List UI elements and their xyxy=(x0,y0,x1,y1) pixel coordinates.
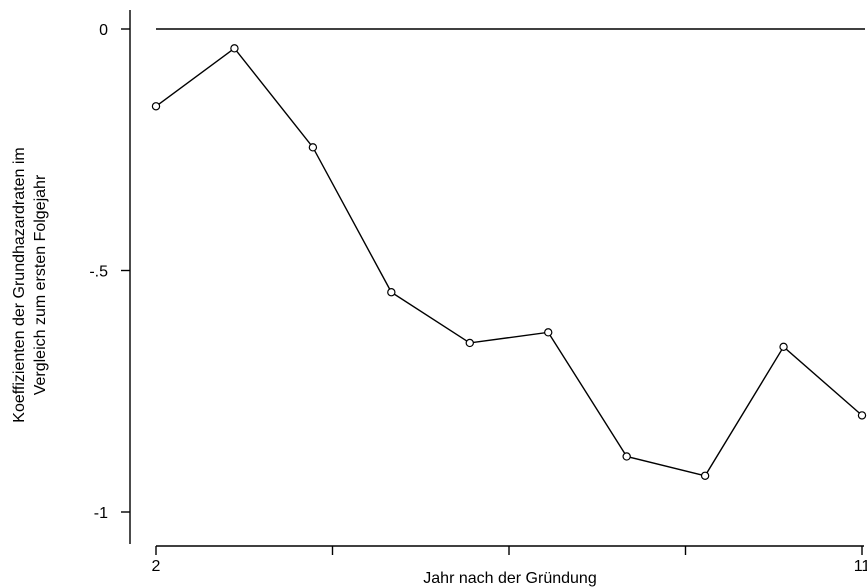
y-axis-label-line-2: Vergleich zum ersten Folgejahr xyxy=(32,174,49,395)
data-points xyxy=(151,44,867,480)
y-tick-label: -1 xyxy=(94,505,108,522)
y-tick-label: -.5 xyxy=(89,264,108,281)
data-point xyxy=(544,328,553,337)
data-point xyxy=(465,338,474,348)
data-point xyxy=(857,411,867,420)
data-point xyxy=(622,452,631,461)
ticks: 0 -.5 -1 2 11 xyxy=(89,22,867,575)
x-axis-label: Jahr nach der Gründung xyxy=(423,570,596,587)
x-tick-label: 11 xyxy=(854,558,867,575)
y-axis-label-line-1: Koeffizienten der Grundhazardraten im xyxy=(11,147,28,422)
y-tick-label: 0 xyxy=(99,22,108,39)
data-point xyxy=(779,342,788,352)
x-tick-label: 2 xyxy=(152,558,161,575)
data-point xyxy=(308,143,318,152)
data-point xyxy=(151,102,161,111)
series-line xyxy=(155,47,863,477)
data-point xyxy=(230,44,239,53)
data-point xyxy=(387,288,396,297)
axes xyxy=(129,10,864,547)
data-point xyxy=(700,471,710,480)
